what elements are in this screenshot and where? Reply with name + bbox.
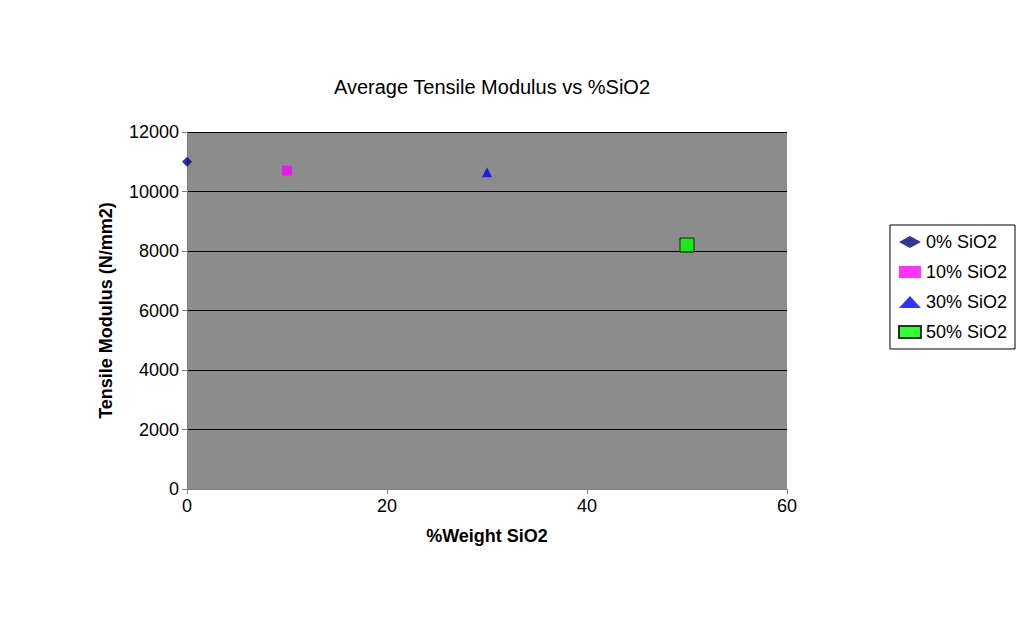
svg-text:6000: 6000: [139, 301, 179, 321]
svg-text:0% SiO2: 0% SiO2: [926, 232, 997, 252]
svg-text:50% SiO2: 50% SiO2: [926, 322, 1007, 342]
svg-text:0: 0: [169, 479, 179, 499]
svg-text:40: 40: [577, 496, 597, 516]
svg-text:30% SiO2: 30% SiO2: [926, 292, 1007, 312]
svg-text:2000: 2000: [139, 420, 179, 440]
svg-text:%Weight SiO2: %Weight SiO2: [426, 526, 548, 546]
svg-text:10% SiO2: 10% SiO2: [926, 262, 1007, 282]
svg-text:12000: 12000: [129, 122, 179, 142]
svg-text:0: 0: [182, 496, 192, 516]
svg-text:Tensile Modulus (N/mm2): Tensile Modulus (N/mm2): [96, 202, 116, 419]
svg-text:10000: 10000: [129, 182, 179, 202]
svg-text:Average Tensile Modulus vs %Si: Average Tensile Modulus vs %SiO2: [334, 76, 650, 98]
svg-text:4000: 4000: [139, 360, 179, 380]
svg-text:60: 60: [777, 496, 797, 516]
svg-text:8000: 8000: [139, 241, 179, 261]
svg-text:20: 20: [377, 496, 397, 516]
